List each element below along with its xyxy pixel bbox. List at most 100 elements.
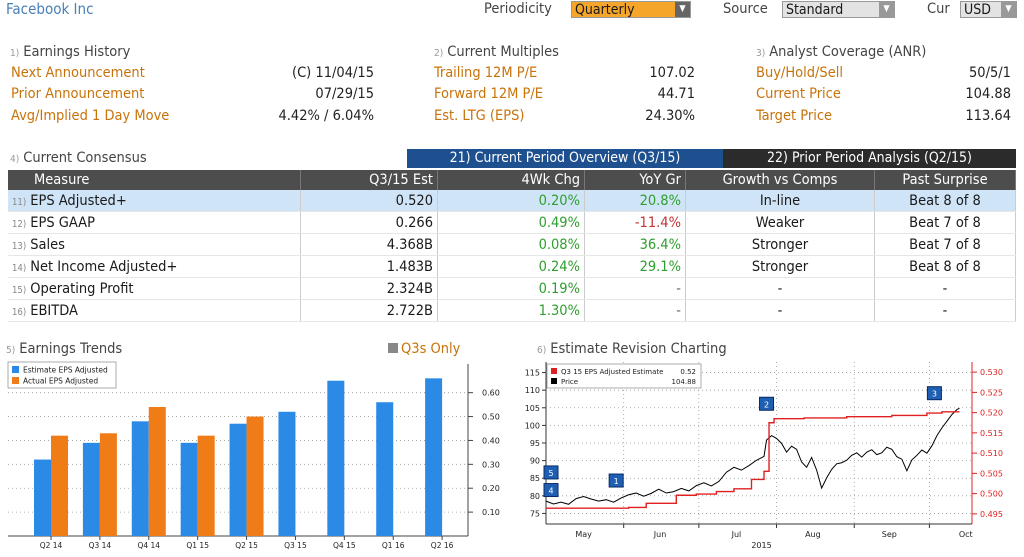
y-left-tick-label: 110 bbox=[525, 386, 540, 395]
marker-box bbox=[759, 396, 775, 411]
current-multiples-title[interactable]: 2) Current Multiples bbox=[434, 44, 559, 60]
measure-cell: 15) Operating Profit bbox=[8, 277, 301, 300]
y-left-tick-label: 85 bbox=[530, 474, 540, 483]
currency-value: USD bbox=[964, 2, 991, 18]
bar-actual bbox=[197, 435, 215, 536]
y-right-tick-label: 0.520 bbox=[980, 409, 1003, 418]
earnings-history-title[interactable]: 1) Earnings History bbox=[10, 44, 131, 60]
tab-current-period-overview[interactable]: 21) Current Period Overview (Q3/15) bbox=[407, 149, 723, 168]
y-left-tick-label: 75 bbox=[530, 509, 540, 518]
x-tick-label: Q3 15 bbox=[284, 541, 307, 550]
table-row[interactable]: 16) EBITDA 2.722B 1.30% - - - bbox=[8, 299, 1016, 322]
comps-cell: - bbox=[685, 299, 875, 322]
buy-hold-sell-label: Buy/Hold/Sell bbox=[756, 65, 843, 81]
estimate-line bbox=[546, 411, 960, 509]
y-right-tick-label: 0.505 bbox=[980, 469, 1003, 478]
surprise-cell: - bbox=[874, 299, 1016, 322]
measure-label: Operating Profit bbox=[30, 280, 134, 297]
est-cell: 1.483B bbox=[300, 255, 438, 278]
marker-label: 4 bbox=[548, 487, 553, 496]
est-cell: 0.520 bbox=[300, 190, 438, 212]
legend-swatch bbox=[551, 378, 557, 384]
column-header-growth-vs-comps[interactable]: Growth vs Comps bbox=[685, 170, 875, 190]
yoy-cell: - bbox=[584, 277, 686, 300]
row-number: 14) bbox=[12, 262, 27, 274]
periodicity-label: Periodicity bbox=[484, 1, 552, 17]
legend-label: Actual EPS Adjusted bbox=[23, 377, 98, 386]
comps-cell: Weaker bbox=[685, 211, 875, 234]
chg-cell: 0.08% bbox=[437, 233, 585, 256]
table-row[interactable]: 11) EPS Adjusted+ 0.520 0.20% 20.8% In-line Be… bbox=[8, 190, 1016, 212]
bar-actual bbox=[246, 416, 264, 536]
bar-estimate bbox=[34, 459, 51, 536]
legend-value: 0.52 bbox=[680, 368, 696, 376]
bar-estimate bbox=[82, 442, 100, 536]
y-tick-label: 0.10 bbox=[482, 508, 500, 517]
source-dropdown[interactable]: Standard ▼ bbox=[782, 1, 895, 18]
est-cell: 4.368B bbox=[300, 233, 438, 256]
measure-label: Sales bbox=[30, 236, 65, 253]
y-left-tick-label: 95 bbox=[530, 439, 540, 448]
source-value: Standard bbox=[786, 2, 844, 18]
y-tick-label: 0.30 bbox=[482, 460, 500, 469]
yoy-cell: 20.8% bbox=[584, 190, 686, 212]
target-price-label: Target Price bbox=[756, 108, 833, 124]
currency-dropdown[interactable]: USD ▼ bbox=[960, 1, 1017, 18]
y-right-tick-label: 0.515 bbox=[980, 429, 1003, 438]
table-row[interactable]: 13) Sales 4.368B 0.08% 36.4% Stronger Beat 7 o… bbox=[8, 233, 1016, 256]
trailing-pe-value: 107.02 bbox=[649, 65, 695, 81]
y-right-tick-label: 0.495 bbox=[980, 510, 1003, 519]
comps-cell: In-line bbox=[685, 190, 875, 212]
yoy-cell: -11.4% bbox=[584, 211, 686, 234]
y-left-tick-label: 90 bbox=[530, 457, 540, 466]
consensus-table: Measure Q3/15 Est 4Wk Chg YoY Gr Growth … bbox=[8, 170, 1016, 322]
row-number: 13) bbox=[12, 240, 27, 252]
earnings-trends-chart: 0.10 0.20 0.30 0.40 0.50 0.60 Q2 14 Q3 14 Q4 14 Q… bbox=[2, 358, 508, 555]
chg-cell: 0.19% bbox=[437, 277, 585, 300]
periodicity-dropdown[interactable]: Quarterly ▼ bbox=[571, 1, 691, 18]
next-announcement-value: (C) 11/04/15 bbox=[291, 65, 374, 81]
current-price-label: Current Price bbox=[756, 86, 841, 102]
table-row[interactable]: 12) EPS GAAP 0.266 0.49% -11.4% Weaker Beat 7 … bbox=[8, 211, 1016, 234]
column-header-4wk-chg[interactable]: 4Wk Chg bbox=[437, 170, 585, 190]
earnings-trends-title[interactable]: 5) Earnings Trends bbox=[6, 341, 123, 357]
q3s-only-toggle[interactable]: Q3s Only bbox=[388, 341, 460, 357]
bar-estimate bbox=[425, 378, 443, 536]
x-tick-label: Oct bbox=[959, 530, 973, 539]
analyst-coverage-title[interactable]: 3) Analyst Coverage (ANR) bbox=[756, 44, 927, 60]
measure-cell: 12) EPS GAAP bbox=[8, 211, 301, 234]
table-row[interactable]: 14) Net Income Adjusted+ 1.483B 0.24% 29.1% S… bbox=[8, 255, 1016, 278]
bar-actual bbox=[148, 407, 166, 536]
surprise-cell: Beat 7 of 8 bbox=[874, 233, 1016, 256]
day-move-value: 4.42% / 6.04% bbox=[278, 108, 374, 124]
column-header-past-surprise[interactable]: Past Surprise bbox=[874, 170, 1016, 190]
event-marker: 4 bbox=[543, 483, 559, 498]
table-row[interactable]: 15) Operating Profit 2.324B 0.19% - - - bbox=[8, 277, 1016, 300]
periodicity-value: Quarterly bbox=[575, 2, 635, 18]
tab-prior-period-analysis[interactable]: 22) Prior Period Analysis (Q2/15) bbox=[723, 149, 1016, 168]
current-consensus-title[interactable]: 4) Current Consensus bbox=[10, 150, 147, 166]
row-number: 12) bbox=[12, 218, 27, 230]
marker-box bbox=[543, 483, 559, 498]
column-header-est[interactable]: Q3/15 Est bbox=[300, 170, 438, 190]
comps-cell: - bbox=[685, 277, 875, 300]
event-marker: 2 bbox=[759, 396, 775, 411]
legend-swatch bbox=[12, 377, 19, 384]
prior-announcement-label: Prior Announcement bbox=[11, 86, 145, 102]
x-tick-label: May bbox=[575, 530, 592, 539]
surprise-cell: Beat 7 of 8 bbox=[874, 211, 1016, 234]
measure-label: EPS GAAP bbox=[30, 214, 95, 231]
x-year-label: 2015 bbox=[751, 541, 771, 550]
estimate-revision-title[interactable]: 6) Estimate Revision Charting bbox=[537, 341, 727, 357]
x-tick-label: Sep bbox=[882, 530, 897, 539]
chart-legend: Q3 15 EPS Adjusted Estimate 0.52 Price 104.… bbox=[546, 363, 702, 389]
marker-box bbox=[926, 386, 942, 401]
buy-hold-sell-value: 50/5/1 bbox=[969, 65, 1011, 81]
column-header-measure[interactable]: Measure bbox=[8, 170, 301, 190]
marker-label: 2 bbox=[764, 400, 769, 409]
chevron-down-icon: ▼ bbox=[879, 2, 894, 17]
chevron-down-icon: ▼ bbox=[1001, 2, 1016, 17]
y-right-tick-label: 0.525 bbox=[980, 388, 1003, 397]
est-cell: 0.266 bbox=[300, 211, 438, 234]
column-header-yoy-gr[interactable]: YoY Gr bbox=[584, 170, 686, 190]
